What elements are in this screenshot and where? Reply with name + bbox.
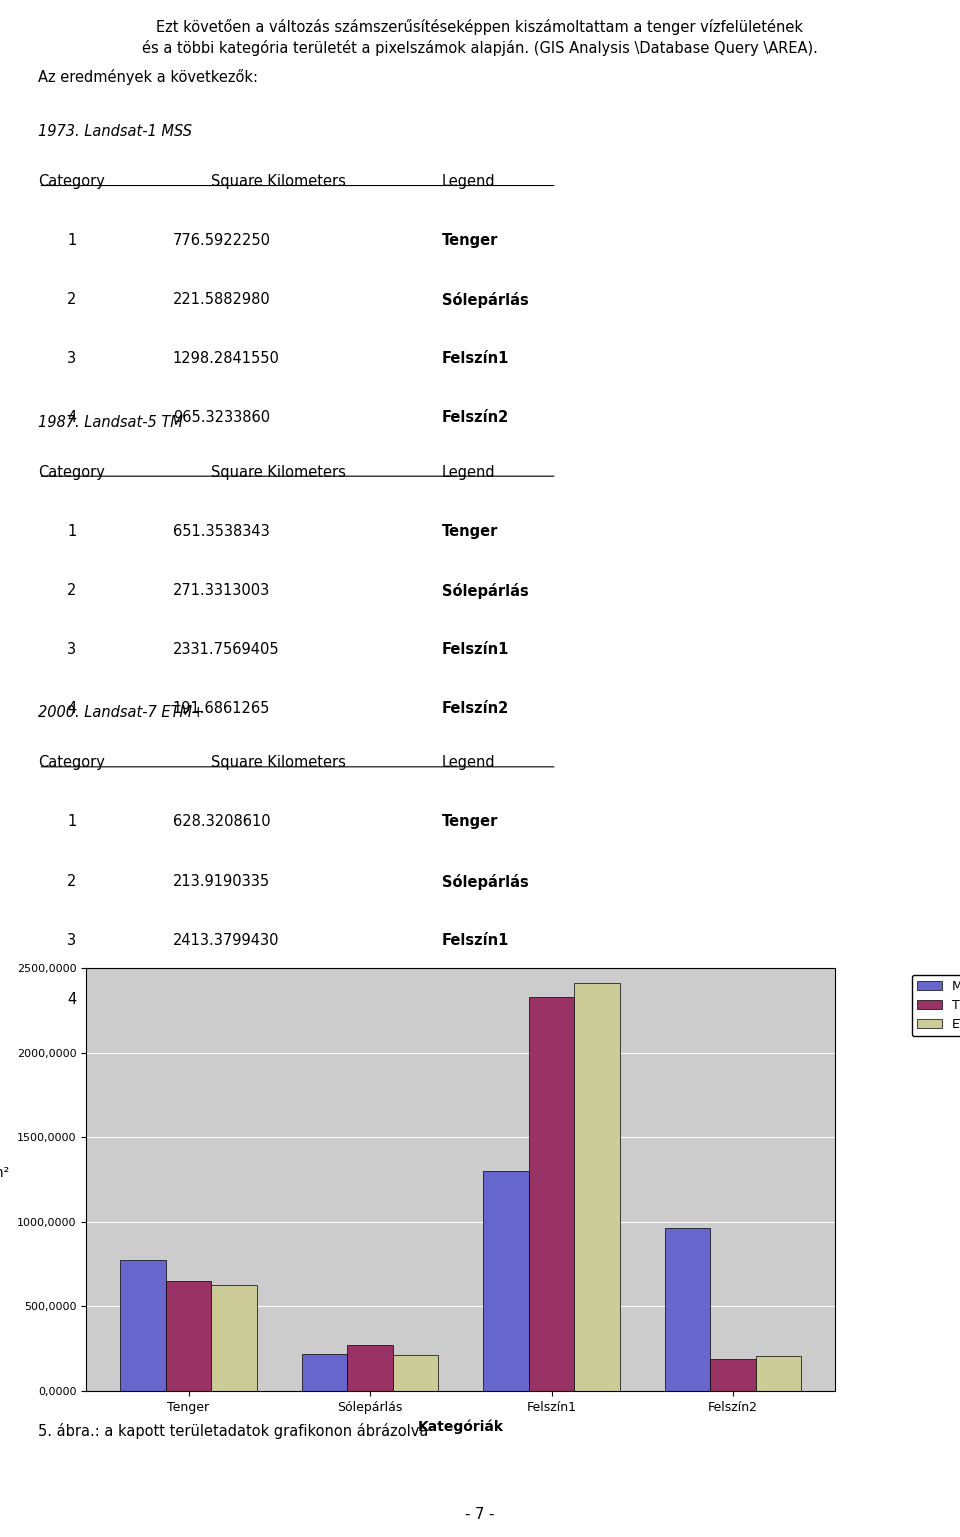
Text: 206.3228715: 206.3228715: [173, 991, 271, 1007]
Text: 3: 3: [67, 933, 77, 948]
Text: Category: Category: [38, 174, 106, 189]
Text: 5. ábra.: a kapott területadatok grafikonon ábrázolva: 5. ábra.: a kapott területadatok grafiko…: [38, 1423, 429, 1439]
Text: 3: 3: [67, 352, 77, 366]
Bar: [529, 998, 574, 1391]
Text: Ezt követően a változás számszerűsítéseképpen kiszámoltattam a tenger vízfelület: Ezt követően a változás számszerűsítések…: [156, 18, 804, 35]
Text: 1298.2841550: 1298.2841550: [173, 352, 279, 366]
Bar: [393, 1354, 438, 1391]
Text: 1973. Landsat-1 MSS: 1973. Landsat-1 MSS: [38, 124, 192, 138]
Text: 271.3313003: 271.3313003: [173, 583, 270, 598]
Y-axis label: km²: km²: [0, 1165, 10, 1180]
Text: Sólepárlás: Sólepárlás: [442, 873, 528, 890]
Text: Felszín1: Felszín1: [442, 933, 509, 948]
Text: 1: 1: [67, 524, 77, 539]
Bar: [120, 1260, 166, 1391]
Text: 1: 1: [67, 234, 77, 247]
Text: Az eredmények a következők:: Az eredmények a következők:: [38, 69, 258, 85]
Text: Legend: Legend: [442, 174, 495, 189]
Bar: [348, 1345, 393, 1391]
Bar: [710, 1359, 756, 1391]
Text: és a többi kategória területét a pixelszámok alapján. (GIS Analysis \Database Qu: és a többi kategória területét a pixelsz…: [142, 40, 818, 55]
Text: - 7 -: - 7 -: [466, 1506, 494, 1522]
Bar: [484, 1171, 529, 1391]
Bar: [211, 1285, 256, 1391]
Text: Square Kilometers: Square Kilometers: [211, 464, 346, 480]
Text: 651.3538343: 651.3538343: [173, 524, 270, 539]
Text: Sólepárlás: Sólepárlás: [442, 292, 528, 309]
Text: Square Kilometers: Square Kilometers: [211, 755, 346, 770]
Text: Sólepárlás: Sólepárlás: [442, 583, 528, 599]
Text: 2331.7569405: 2331.7569405: [173, 642, 279, 656]
Bar: [756, 1356, 802, 1391]
Text: Category: Category: [38, 464, 106, 480]
X-axis label: Kategóriák: Kategóriák: [418, 1419, 504, 1434]
Bar: [665, 1228, 710, 1391]
Text: Legend: Legend: [442, 464, 495, 480]
Text: 965.3233860: 965.3233860: [173, 410, 270, 426]
Text: Tenger: Tenger: [442, 234, 498, 247]
Text: Category: Category: [38, 755, 106, 770]
Text: 2413.3799430: 2413.3799430: [173, 933, 279, 948]
Text: 3: 3: [67, 642, 77, 656]
Bar: [166, 1280, 211, 1391]
Text: 1: 1: [67, 815, 77, 830]
Text: 4: 4: [67, 701, 77, 716]
Text: Tenger: Tenger: [442, 524, 498, 539]
Text: Felszín1: Felszín1: [442, 642, 509, 656]
Text: Tenger: Tenger: [442, 815, 498, 830]
Text: Legend: Legend: [442, 755, 495, 770]
Text: 1987. Landsat-5 TM: 1987. Landsat-5 TM: [38, 415, 183, 429]
Bar: [574, 984, 619, 1391]
Text: 213.9190335: 213.9190335: [173, 873, 270, 888]
Text: 221.5882980: 221.5882980: [173, 292, 271, 307]
Text: 2: 2: [67, 292, 77, 307]
Text: 4: 4: [67, 991, 77, 1007]
Text: 4: 4: [67, 410, 77, 426]
Text: Felszín2: Felszín2: [442, 701, 509, 716]
Text: Square Kilometers: Square Kilometers: [211, 174, 346, 189]
Text: 2000. Landsat-7 ETM+: 2000. Landsat-7 ETM+: [38, 705, 204, 721]
Text: Felszín2: Felszín2: [442, 991, 509, 1007]
Text: Felszín2: Felszín2: [442, 410, 509, 426]
Text: 2: 2: [67, 873, 77, 888]
Bar: [302, 1354, 348, 1391]
Text: Felszín1: Felszín1: [442, 352, 509, 366]
Text: 628.3208610: 628.3208610: [173, 815, 271, 830]
Legend: MSS, TM, ETM+: MSS, TM, ETM+: [912, 974, 960, 1036]
Text: 2: 2: [67, 583, 77, 598]
Text: 191.6861265: 191.6861265: [173, 701, 270, 716]
Text: 776.5922250: 776.5922250: [173, 234, 271, 247]
